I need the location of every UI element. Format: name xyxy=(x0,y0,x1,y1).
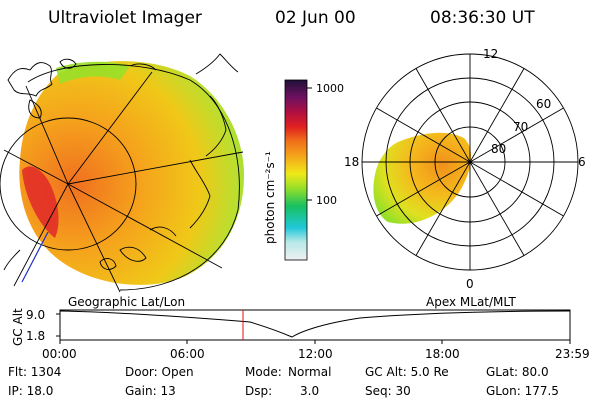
info-glon: GLon: 177.5 xyxy=(486,384,559,398)
altitude-xtick-0000: 00:00 xyxy=(42,347,77,361)
lat-label-70: 70 xyxy=(513,120,529,134)
lat-label-60: 60 xyxy=(536,97,552,111)
geographic-image-panel xyxy=(0,53,245,293)
mlt-label-6: 6 xyxy=(578,155,586,169)
colorbar-unit-label: photon cm⁻²s⁻¹ xyxy=(263,151,277,244)
altitude-ylabel: GC Alt xyxy=(11,308,25,346)
info-mode-label: Mode: xyxy=(245,365,282,379)
altitude-xtick-1200: 12:00 xyxy=(298,347,333,361)
info-gain: Gain: 13 xyxy=(125,384,176,398)
colorbar-tick-1000: 1000 xyxy=(316,82,344,95)
info-dsp-label: Dsp: xyxy=(245,384,273,398)
info-seq: Seq: 30 xyxy=(365,384,411,398)
polar-plot xyxy=(361,53,579,271)
info-glat: GLat: 80.0 xyxy=(486,365,549,379)
altitude-ytick-high: 9.0 xyxy=(26,308,46,322)
header-date: 02 Jun 00 xyxy=(275,8,356,28)
left-panel-caption: Geographic Lat/Lon xyxy=(68,295,186,309)
altitude-ytick-low: 1.8 xyxy=(26,329,46,343)
altitude-xtick-2359: 23:59 xyxy=(555,347,590,361)
mlt-label-0: 0 xyxy=(466,277,474,291)
info-mode-value: Normal xyxy=(288,365,332,379)
info-dsp-value: 3.0 xyxy=(300,384,320,398)
mlt-label-18: 18 xyxy=(344,155,360,169)
altitude-xtick-1800: 18:00 xyxy=(425,347,460,361)
mlt-label-12: 12 xyxy=(483,47,499,61)
colorbar-tick-100: 100 xyxy=(316,194,337,207)
app-title: Ultraviolet Imager xyxy=(48,8,202,28)
info-gc-alt: GC Alt: 5.0 Re xyxy=(365,365,449,379)
info-flt: Flt: 1304 xyxy=(8,365,62,379)
info-door: Door: Open xyxy=(125,365,194,379)
altitude-xtick-0600: 06:00 xyxy=(170,347,205,361)
lat-label-80: 80 xyxy=(491,142,507,156)
header-time: 08:36:30 UT xyxy=(430,8,535,28)
colorbar xyxy=(284,79,312,261)
altitude-plot xyxy=(56,309,571,344)
info-ip: IP: 18.0 xyxy=(8,384,54,398)
right-panel-caption: Apex MLat/MLT xyxy=(426,295,516,309)
